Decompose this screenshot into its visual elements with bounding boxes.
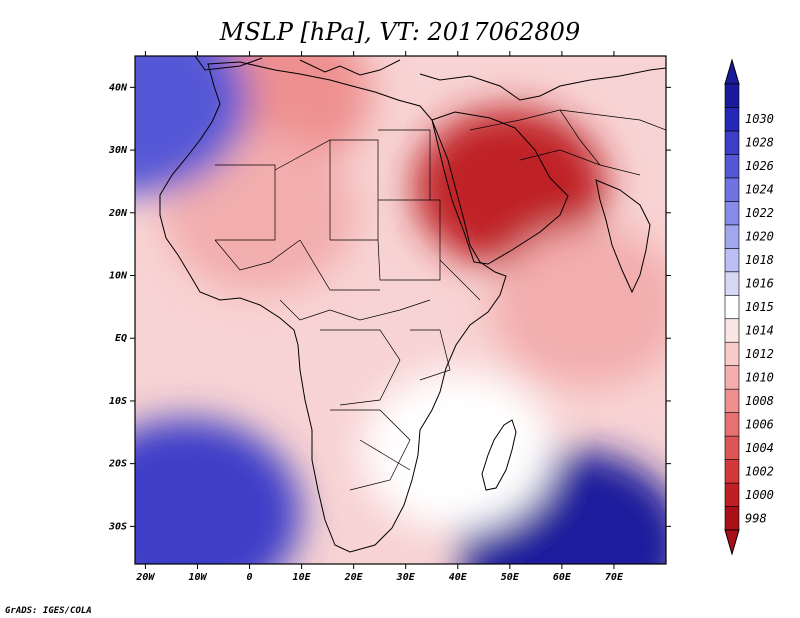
colorbar-label: 1022	[745, 206, 774, 220]
colorbar-label: 998	[745, 511, 767, 525]
x-tick-label: 50E	[501, 572, 520, 583]
pressure-cell	[413, 107, 606, 268]
colorbar-label: 1010	[745, 370, 774, 384]
y-tick-label: EQ	[115, 333, 127, 344]
colorbar-swatch	[724, 177, 740, 202]
colorbar-swatch	[724, 365, 740, 390]
colorbar-swatch	[724, 435, 740, 460]
y-tick-label: 20N	[108, 208, 128, 219]
y-tick-label: 10S	[109, 396, 127, 407]
colorbar-label: 1030	[745, 112, 774, 126]
colorbar-swatch	[724, 482, 740, 507]
europe-coastline	[194, 56, 666, 101]
colorbar-swatch	[724, 459, 740, 484]
pressure-cell	[361, 371, 554, 532]
x-tick-label: 20W	[135, 572, 155, 583]
colorbar-swatch	[724, 412, 740, 437]
colorbar-swatch	[724, 388, 740, 413]
pressure-cell	[491, 226, 666, 387]
colorbar-label: 1018	[745, 253, 774, 267]
x-tick-label: 10W	[188, 572, 207, 583]
colorbar-swatch	[724, 318, 740, 343]
colorbar-swatch	[724, 294, 740, 320]
india-coastline	[595, 179, 651, 294]
pressure-cell	[135, 418, 302, 564]
arabia-coastline	[431, 111, 569, 265]
colorbar-swatch	[724, 248, 740, 273]
colorbar-swatch	[724, 224, 740, 249]
colorbar-label: 1028	[745, 136, 774, 150]
africa-coastline	[159, 61, 507, 553]
x-tick-label: 0	[247, 572, 253, 583]
colorbar-swatch	[724, 130, 740, 155]
country-borders	[214, 109, 666, 491]
colorbar-swatch	[724, 107, 740, 132]
y-tick-label: 30N	[108, 145, 128, 156]
colorbar: 998 1000 1002 1004 1006 1008 1010 1012 1014 1015 1…	[724, 58, 774, 556]
x-tick-label: 20E	[344, 572, 364, 583]
y-tick-label: 20S	[108, 459, 127, 470]
colorbar-swatch	[724, 341, 740, 366]
x-tick-label: 70E	[605, 572, 624, 583]
colorbar-swatch	[724, 154, 740, 179]
colorbar-label: 1020	[745, 230, 774, 244]
colorbar-swatch	[724, 201, 740, 226]
colorbar-label: 1008	[745, 394, 774, 408]
pressure-field	[135, 56, 666, 564]
colorbar-label: 1004	[745, 441, 774, 455]
y-tick-label: 30S	[108, 521, 127, 532]
x-tick-label: 40E	[449, 572, 468, 583]
colorbar-swatch	[724, 271, 740, 296]
colorbar-label: 1006	[745, 417, 774, 431]
pressure-cell	[135, 56, 249, 195]
y-tick-label: 10N	[109, 271, 128, 282]
x-tick-label: 30E	[396, 572, 416, 583]
colorbar-label: 1024	[745, 183, 774, 197]
plot-frame	[134, 55, 667, 565]
colorbar-label: 1014	[745, 323, 774, 337]
chart-title: MSLP [hPa], VT: 2017062809	[219, 18, 580, 46]
colorbar-swatch	[724, 506, 740, 531]
colorbar-swatch	[724, 83, 740, 108]
colorbar-label: 1016	[745, 277, 774, 291]
y-tick-label: 40N	[109, 82, 128, 93]
colorbar-label: 1002	[745, 464, 774, 478]
x-axis: 20W 10W 0 10E 20E 30E 40E 50E 60E 70E	[135, 51, 624, 583]
colorbar-label: 1000	[745, 488, 774, 502]
colorbar-label: 1026	[745, 159, 774, 173]
coastlines	[159, 56, 666, 553]
colorbar-label: 1012	[745, 347, 774, 361]
grads-credit: GrADS: IGES/COLA	[5, 606, 92, 616]
colorbar-bottom-arrow	[724, 529, 740, 556]
colorbar-label: 1015	[745, 300, 774, 314]
colorbar-top-arrow	[724, 58, 740, 85]
x-tick-label: 60E	[553, 572, 572, 583]
y-axis: 40N 30N 20N 10N EQ 10S 20S 30S	[108, 82, 671, 532]
madagascar-coastline	[481, 419, 517, 491]
x-tick-label: 10E	[293, 572, 312, 583]
